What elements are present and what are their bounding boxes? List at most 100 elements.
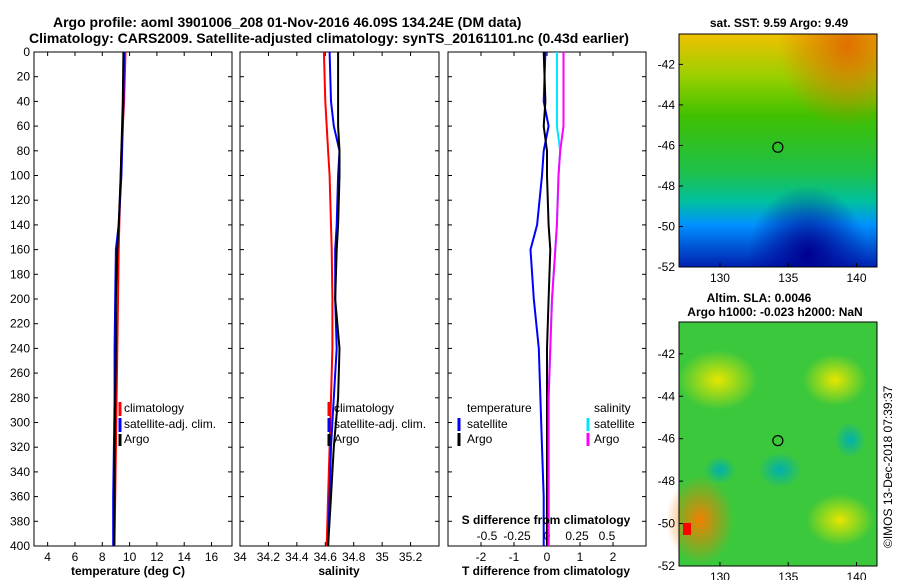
- depth-tick-label: 20: [17, 70, 31, 84]
- sla-map-panel: Altim. SLA: 0.0046 Argo h1000: -0.023 h2…: [658, 291, 878, 580]
- difference-legend: temperature satellite Argo salinity sate…: [457, 401, 635, 446]
- difference-panel: -2 -1 0 1 2 -0.5 -0.25 0 0.25 0.5 temperature sa…: [447, 51, 647, 578]
- map-x-tick-label: 140: [847, 271, 867, 285]
- temperature-series: [112, 51, 127, 547]
- depth-tick-label: 360: [10, 490, 30, 504]
- x-tick-label: 0: [544, 550, 551, 564]
- x-tick-label: 34.2: [257, 550, 281, 564]
- map-x-tick-label: 130: [710, 271, 730, 285]
- legend-label-s-satellite: satellite: [594, 417, 635, 431]
- depth-tick-label: 140: [10, 218, 30, 232]
- map-y-tick-label: -50: [658, 517, 676, 531]
- depth-tick-label: 0: [23, 45, 30, 59]
- legend-label-argo: Argo: [334, 432, 360, 446]
- depth-tick-label: 320: [10, 440, 30, 454]
- x-tick-label: 35: [375, 550, 389, 564]
- map-y-tick-label: -44: [658, 98, 676, 112]
- sla-anomaly: [806, 494, 874, 546]
- depth-tick-label: 100: [10, 169, 30, 183]
- salinity-legend: climatology satellite-adj. clim. Argo: [327, 401, 426, 446]
- title-line-1: Argo profile: aoml 3901006_208 01-Nov-20…: [53, 14, 521, 30]
- x-tick-label: 34.8: [342, 550, 366, 564]
- depth-tick-label: 120: [10, 193, 30, 207]
- depth-tick-label: 60: [17, 119, 31, 133]
- map-y-tick-label: -46: [658, 432, 676, 446]
- x-tick-label: -1: [509, 550, 520, 564]
- legend-label-satellite: satellite-adj. clim.: [124, 417, 216, 431]
- salinity-frame: [239, 51, 440, 547]
- depth-tick-label: 200: [10, 292, 30, 306]
- difference-x-ticks: -2 -1 0 1 2: [476, 52, 617, 564]
- sla-anomaly: [704, 456, 736, 484]
- depth-tick-label: 400: [10, 539, 30, 553]
- depth-tick-label: 340: [10, 465, 30, 479]
- salinity-x-ticks: 34 34.2 34.4 34.6 34.8 35 35.2: [233, 52, 423, 564]
- series-line-argo: [327, 52, 341, 547]
- sla-anomaly: [666, 476, 734, 564]
- salinity-xlabel: salinity: [318, 564, 360, 578]
- x-tick-label: 34.4: [285, 550, 309, 564]
- x-tick-label: 14: [178, 550, 192, 564]
- sst-cold-region: [679, 34, 877, 267]
- sst-frame: [678, 33, 878, 268]
- series-line-satellite-adj-clim-: [327, 51, 341, 547]
- temperature-xlabel: temperature (deg C): [71, 564, 185, 578]
- salinity-difference-tick-label: -0.25: [503, 529, 531, 543]
- difference-xlabel: T difference from climatology: [462, 564, 630, 578]
- sst-map-title: sat. SST: 9.59 Argo: 9.49: [710, 16, 849, 30]
- x-tick-label: 35.2: [399, 550, 423, 564]
- depth-tick-label: 280: [10, 391, 30, 405]
- sla-anomaly: [803, 354, 867, 406]
- series-line-s-satellite: [547, 52, 562, 546]
- title-line-2: Climatology: CARS2009. Satellite-adjuste…: [29, 30, 629, 46]
- map-y-tick-label: -42: [658, 57, 676, 71]
- x-tick-label: 1: [577, 550, 584, 564]
- legend-label-argo: Argo: [124, 432, 150, 446]
- map-x-tick-label: 130: [710, 570, 730, 580]
- depth-tick-label: 220: [10, 317, 30, 331]
- temperature-frame: [33, 51, 233, 547]
- x-tick-label: 4: [44, 550, 51, 564]
- x-tick-label: 6: [72, 550, 79, 564]
- map-y-tick-label: -42: [658, 347, 676, 361]
- sla-ticks: 130 135 140 -42 -44 -46 -48 -50 -52: [658, 347, 867, 580]
- legend-label-t-satellite: satellite: [467, 417, 508, 431]
- temperature-x-ticks: 4 6 8 10 12 14 16: [44, 52, 219, 564]
- sla-anomaly: [678, 350, 758, 410]
- temperature-panel: 4 6 8 10 12 14 16 climatology satellite-adj. c…: [33, 51, 233, 578]
- map-x-tick-label: 135: [778, 271, 798, 285]
- legend-title-salinity: salinity: [594, 401, 631, 415]
- map-y-tick-label: -48: [658, 474, 676, 488]
- series-line-climatology: [322, 51, 334, 547]
- temperature-legend: climatology satellite-adj. clim. Argo: [118, 401, 216, 446]
- sla-peak: [683, 523, 691, 535]
- legend-label-climatology: climatology: [334, 401, 394, 415]
- sla-map-title: Altim. SLA: 0.0046: [707, 291, 812, 305]
- depth-tick-label: 40: [17, 94, 31, 108]
- salinity-series: [322, 51, 341, 547]
- salinity-difference-tick-label: 0.5: [599, 529, 616, 543]
- depth-tick-label: 260: [10, 366, 30, 380]
- series-line-argo: [112, 51, 125, 547]
- salinity-difference-tick-label: -0.5: [477, 529, 498, 543]
- legend-label-s-argo: Argo: [594, 432, 620, 446]
- argo-position-marker: [772, 435, 784, 447]
- map-y-tick-label: -48: [658, 179, 676, 193]
- map-x-tick-label: 135: [778, 570, 798, 580]
- depth-axis: 0 20 40 60 80 100 120 140 160 180 200 220 240 260 280 3…: [10, 45, 646, 553]
- depth-tick-label: 300: [10, 416, 30, 430]
- x-tick-label: -2: [476, 550, 487, 564]
- x-tick-label: 16: [205, 550, 219, 564]
- x-tick-label: 10: [123, 550, 137, 564]
- series-line-t-argo: [542, 51, 552, 546]
- sst-map-panel: sat. SST: 9.59 Argo: 9.49 130 135 140 -42 -4…: [658, 16, 878, 285]
- x-tick-label: 2: [610, 550, 617, 564]
- depth-tick-label: 80: [17, 144, 31, 158]
- salinity-panel: 34 34.2 34.4 34.6 34.8 35 35.2 climatology sat…: [233, 51, 440, 578]
- map-y-tick-label: -52: [658, 559, 676, 573]
- map-x-tick-label: 140: [847, 570, 867, 580]
- x-tick-label: 8: [99, 550, 106, 564]
- legend-label-t-argo: Argo: [467, 432, 493, 446]
- map-y-tick-label: -50: [658, 219, 676, 233]
